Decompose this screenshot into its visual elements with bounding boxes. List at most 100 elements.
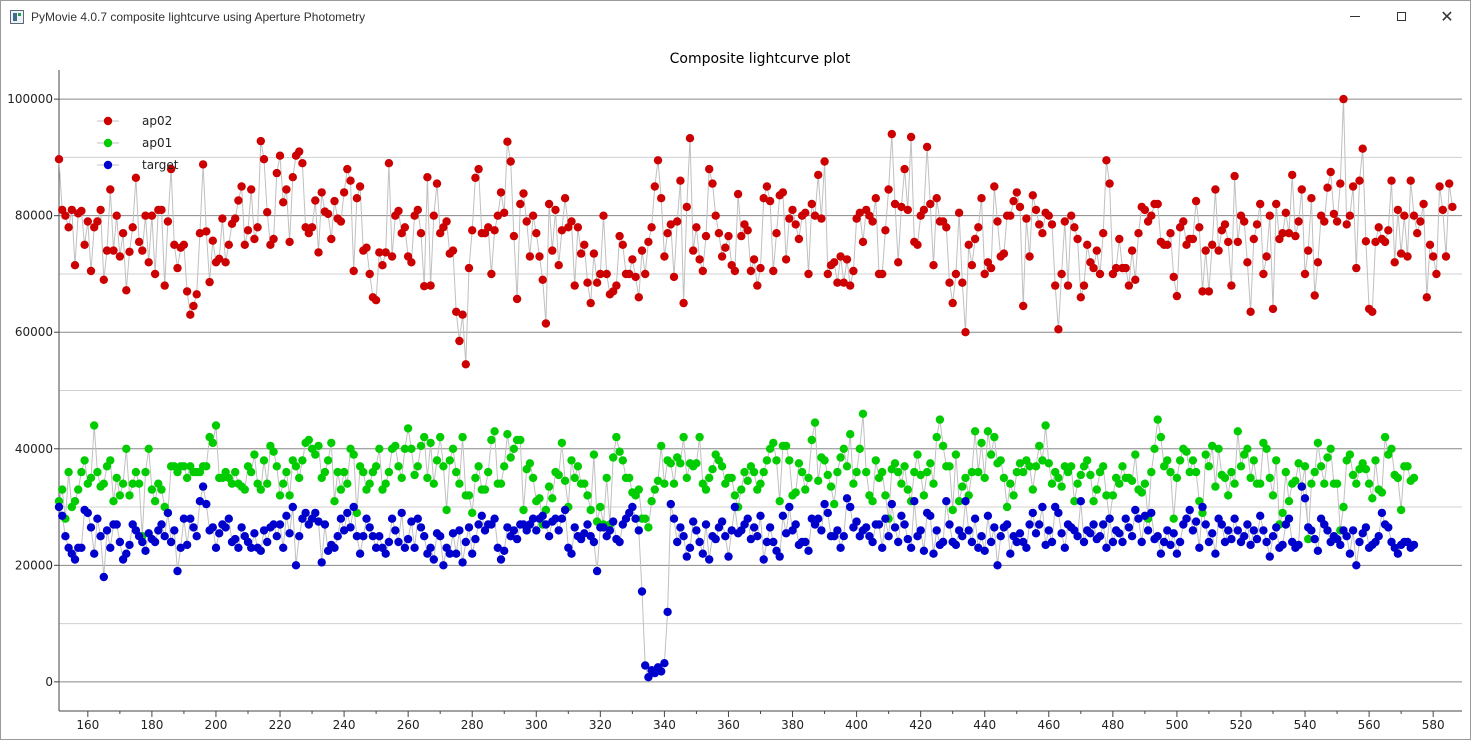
data-point-ap01: [589, 450, 599, 459]
data-point-ap01: [682, 473, 691, 483]
y-tick-label: 60000: [15, 325, 53, 339]
data-point-ap02: [589, 249, 599, 258]
data-point-target: [250, 529, 259, 538]
data-point-ap01: [1175, 456, 1185, 465]
maximize-button[interactable]: [1378, 1, 1424, 32]
data-point-ap01: [349, 450, 358, 459]
data-point-target: [384, 537, 394, 547]
data-point-target: [605, 526, 615, 535]
data-point-ap02: [420, 282, 429, 291]
data-point-target: [1201, 520, 1210, 529]
x-tick-label: 220: [269, 718, 292, 732]
data-point-ap02: [1233, 237, 1243, 247]
data-point-target: [804, 546, 813, 555]
data-point-target: [426, 543, 435, 552]
title-bar[interactable]: PyMovie 4.0.7 composite lightcurve using…: [1, 1, 1470, 32]
data-point-ap02: [1047, 220, 1057, 229]
minimize-button[interactable]: [1332, 1, 1378, 32]
x-tick-label: 400: [845, 718, 868, 732]
data-point-ap02: [1227, 281, 1236, 290]
data-point-target: [926, 511, 935, 520]
series-lines: [58, 99, 1453, 679]
lightcurve-chart[interactable]: Composite lightcurve plot 0 20000 40000 600…: [1, 32, 1470, 739]
data-point-ap02: [378, 261, 387, 270]
data-point-ap01: [717, 462, 727, 471]
data-point-target: [993, 561, 1002, 570]
data-point-ap01: [625, 473, 634, 483]
data-point-ap02: [1092, 246, 1102, 255]
data-point-ap02: [346, 176, 355, 185]
data-point-ap02: [673, 217, 682, 226]
data-point-ap02: [1115, 234, 1124, 244]
data-point-target: [192, 532, 201, 541]
data-point-target: [846, 502, 855, 512]
data-point-target: [1240, 532, 1249, 541]
data-point-ap01: [1115, 479, 1124, 488]
data-point-target: [544, 532, 554, 541]
series-line-ap01: [58, 413, 1415, 540]
data-point-ap01: [314, 441, 323, 451]
series-line-ap02: [58, 99, 1453, 365]
data-point-ap01: [916, 470, 925, 480]
data-point-ap02: [554, 261, 563, 270]
data-point-ap02: [1028, 191, 1038, 200]
data-point-ap02: [1396, 249, 1406, 258]
data-point-ap02: [134, 237, 144, 247]
data-point-ap02: [1355, 176, 1364, 185]
data-point-ap02: [1224, 237, 1233, 247]
data-point-ap01: [231, 467, 240, 477]
data-point-target: [1028, 508, 1038, 518]
data-point-target: [983, 511, 993, 520]
data-point-ap01: [336, 485, 346, 494]
data-point-ap01: [612, 432, 621, 442]
data-point-ap02: [70, 261, 80, 270]
data-point-ap01: [1236, 462, 1246, 471]
data-point-ap01: [903, 485, 912, 494]
data-point-ap01: [1233, 427, 1243, 436]
data-point-ap01: [1131, 450, 1140, 459]
data-point-ap02: [487, 269, 496, 279]
data-point-target: [1208, 529, 1217, 538]
data-point-target: [186, 514, 195, 523]
data-point-ap01: [503, 430, 512, 439]
data-point-ap02: [122, 286, 131, 295]
x-tick-label: 480: [1101, 718, 1124, 732]
data-point-target: [349, 502, 358, 512]
close-button[interactable]: ✕: [1424, 1, 1470, 32]
data-point-target: [1355, 537, 1364, 547]
data-point-target: [903, 534, 912, 544]
data-point-ap02: [163, 217, 173, 226]
data-point-ap01: [846, 430, 855, 439]
data-point-target: [1073, 532, 1082, 541]
data-point-target: [1060, 543, 1070, 552]
data-point-ap02: [349, 266, 358, 276]
data-point-target: [1025, 520, 1034, 529]
data-point-ap01: [692, 459, 701, 468]
data-point-ap02: [868, 217, 877, 226]
data-point-ap02: [1044, 211, 1054, 220]
data-point-ap02: [1105, 179, 1114, 188]
data-point-target: [1044, 526, 1054, 535]
data-point-ap02: [1127, 246, 1137, 255]
data-point-ap02: [112, 211, 121, 220]
chart-legend[interactable]: ap02 ap01 target: [97, 114, 179, 172]
data-point-ap02: [977, 194, 986, 203]
data-point-ap01: [1102, 491, 1111, 500]
data-point-ap02: [618, 240, 627, 249]
data-point-ap02: [1332, 217, 1342, 226]
data-point-ap02: [128, 223, 137, 232]
data-point-ap02: [954, 208, 964, 217]
data-point-ap01: [1396, 505, 1406, 515]
data-point-ap01: [1313, 438, 1323, 448]
data-point-ap02: [263, 208, 272, 217]
data-point-ap01: [1368, 494, 1377, 503]
data-point-target: [727, 526, 736, 535]
data-point-ap01: [669, 479, 679, 488]
data-point-ap02: [179, 240, 189, 249]
data-point-ap02: [407, 258, 416, 267]
data-point-ap01: [528, 473, 538, 483]
data-point-target: [637, 587, 647, 596]
data-point-ap01: [391, 441, 400, 451]
data-point-ap02: [804, 269, 813, 279]
data-point-ap02: [269, 234, 278, 244]
